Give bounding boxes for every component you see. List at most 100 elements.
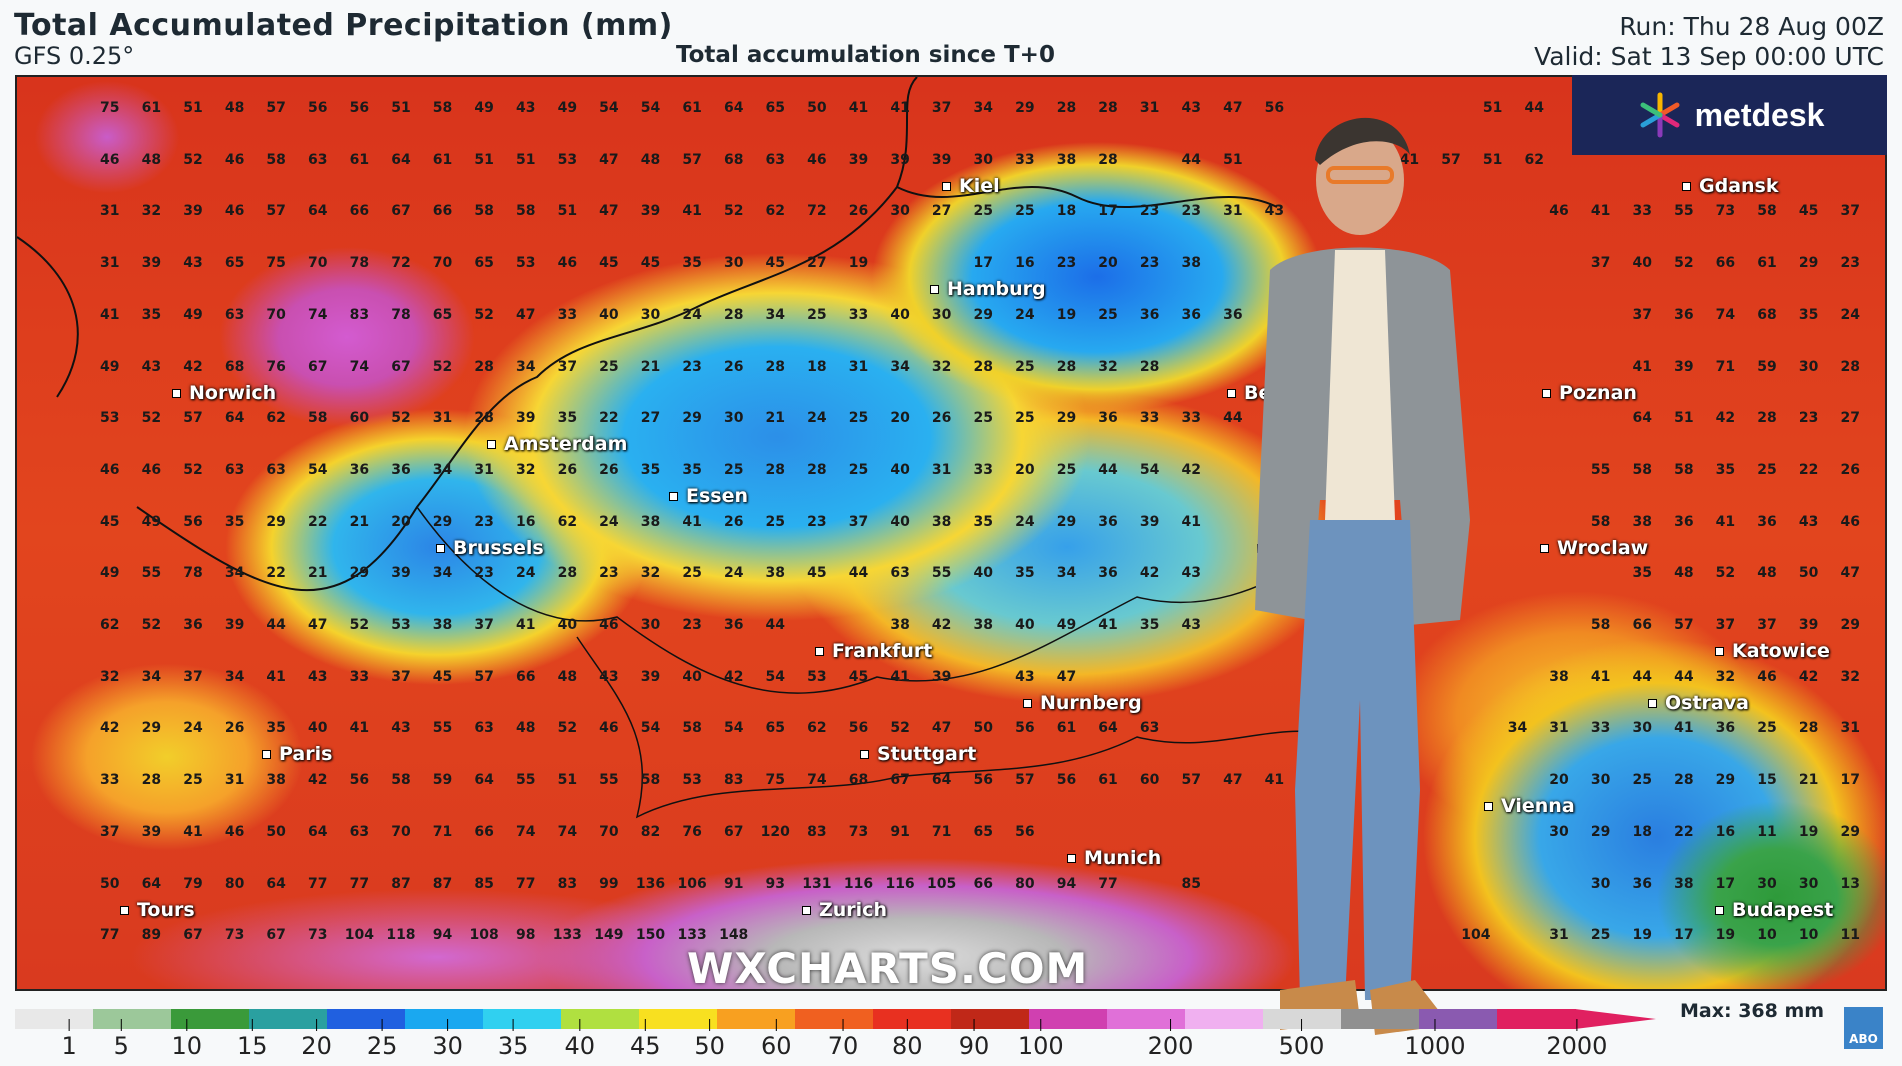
- grid-value: 45: [848, 668, 869, 685]
- grid-value: 53: [557, 151, 578, 168]
- grid-value: 40: [682, 668, 702, 685]
- grid-value: 99: [599, 875, 619, 892]
- grid-value: 60: [1139, 772, 1160, 789]
- grid-value: 35: [1715, 461, 1736, 478]
- grid-value: 36: [1715, 720, 1736, 737]
- grid-value: 34: [432, 565, 453, 582]
- grid-value: 49: [100, 565, 120, 582]
- grid-value: 29: [973, 306, 993, 323]
- grid-value: 57: [1441, 151, 1461, 168]
- legend-color-bar: [15, 1009, 1656, 1031]
- grid-value: 28: [1757, 410, 1777, 427]
- grid-value: 58: [1757, 203, 1777, 220]
- grid-value: 49: [100, 358, 120, 375]
- grid-value: 30: [640, 306, 661, 323]
- legend-swatch: [1419, 1009, 1498, 1029]
- city-label: Gdansk: [1682, 175, 1779, 197]
- grid-value: 38: [973, 617, 993, 633]
- grid-value: 37: [183, 668, 203, 685]
- grid-value: 46: [1840, 513, 1860, 530]
- grid-value: 39: [1798, 617, 1819, 633]
- grid-value: 31: [1139, 100, 1160, 116]
- chart-title: Total Accumulated Precipitation (mm): [14, 8, 673, 43]
- value-row: 53 52 57 64 62 58 60 52 31 28 39 35 22 27 29 30 21 24 25 20…: [17, 409, 1885, 427]
- grid-value: 60: [349, 410, 370, 427]
- grid-value: 24: [723, 565, 744, 582]
- grid-value: 44: [1632, 668, 1652, 685]
- grid-value: 29: [682, 410, 702, 427]
- grid-value: 26: [599, 461, 619, 478]
- grid-value: 48: [1757, 565, 1777, 582]
- legend-label: 5: [113, 1032, 129, 1060]
- grid-value: 64: [308, 203, 328, 220]
- grid-value: 24: [807, 410, 827, 427]
- grid-value: 50: [807, 100, 827, 116]
- legend-label: 60: [761, 1032, 792, 1060]
- grid-value: 25: [723, 461, 744, 478]
- grid-value: 44: [765, 617, 786, 633]
- grid-value: 77: [515, 875, 536, 892]
- grid-value: 39: [931, 668, 952, 685]
- grid-value: 23: [1181, 203, 1201, 220]
- grid-value: 25: [1015, 203, 1035, 220]
- grid-value: 64: [931, 772, 952, 789]
- grid-value: 24: [183, 720, 203, 737]
- grid-value: 33: [100, 772, 120, 789]
- grid-value: 41: [1399, 151, 1420, 168]
- grid-value: 50: [100, 875, 120, 892]
- grid-value: 58: [474, 203, 494, 220]
- grid-value: 52: [183, 461, 203, 478]
- grid-value: 35: [1139, 617, 1160, 633]
- grid-value: 37: [474, 617, 494, 633]
- grid-value: 66: [1632, 617, 1652, 633]
- grid-value: 52: [474, 306, 494, 323]
- grid-value: 48: [141, 151, 162, 168]
- grid-value: 17: [1098, 203, 1118, 220]
- grid-value: 57: [1674, 617, 1694, 633]
- grid-value: 41: [1098, 617, 1118, 633]
- grid-value: 20: [391, 513, 411, 530]
- grid-value: 16: [515, 513, 536, 530]
- grid-value: 67: [183, 927, 203, 944]
- grid-value: 62: [765, 203, 786, 220]
- grid-value: 64: [1098, 720, 1118, 737]
- grid-value: 58: [515, 203, 536, 220]
- grid-value: 85: [1181, 875, 1201, 892]
- grid-value: 17: [1840, 772, 1860, 789]
- grid-value: 40: [308, 720, 328, 737]
- grid-value: 23: [682, 358, 702, 375]
- grid-value: 36: [183, 617, 203, 633]
- grid-value: 33: [1181, 410, 1201, 427]
- grid-value: 58: [1590, 617, 1611, 633]
- grid-value: 41: [100, 306, 120, 323]
- grid-value: 30: [723, 410, 744, 427]
- legend-swatch: [561, 1009, 640, 1029]
- grid-value: 20: [890, 410, 910, 427]
- grid-value: 66: [515, 668, 536, 685]
- grid-value: 52: [141, 410, 162, 427]
- grid-value: 41: [890, 100, 910, 116]
- grid-value: 149: [594, 927, 624, 944]
- grid-value: 26: [848, 203, 869, 220]
- grid-value: 43: [1264, 203, 1285, 220]
- grid-value: 19: [848, 255, 869, 272]
- grid-value: 51: [1674, 410, 1694, 427]
- subscribe-badge[interactable]: ABO: [1844, 1007, 1883, 1049]
- grid-value: 51: [391, 100, 411, 116]
- grid-value: 64: [474, 772, 494, 789]
- grid-value: 28: [141, 772, 162, 789]
- grid-value: 43: [1015, 668, 1035, 685]
- grid-value: 28: [723, 306, 744, 323]
- grid-value: 46: [599, 720, 619, 737]
- grid-value: 29: [1715, 772, 1736, 789]
- grid-value: 31: [1549, 927, 1569, 944]
- grid-value: 39: [890, 151, 910, 168]
- grid-value: 20: [1549, 772, 1569, 789]
- grid-value: 23: [1056, 255, 1077, 272]
- grid-value: 43: [391, 720, 411, 737]
- grid-value: 43: [1181, 565, 1201, 582]
- grid-value: 64: [266, 875, 286, 892]
- grid-value: 25: [1098, 306, 1118, 323]
- grid-value: 30: [973, 151, 993, 168]
- grid-value: 41: [349, 720, 370, 737]
